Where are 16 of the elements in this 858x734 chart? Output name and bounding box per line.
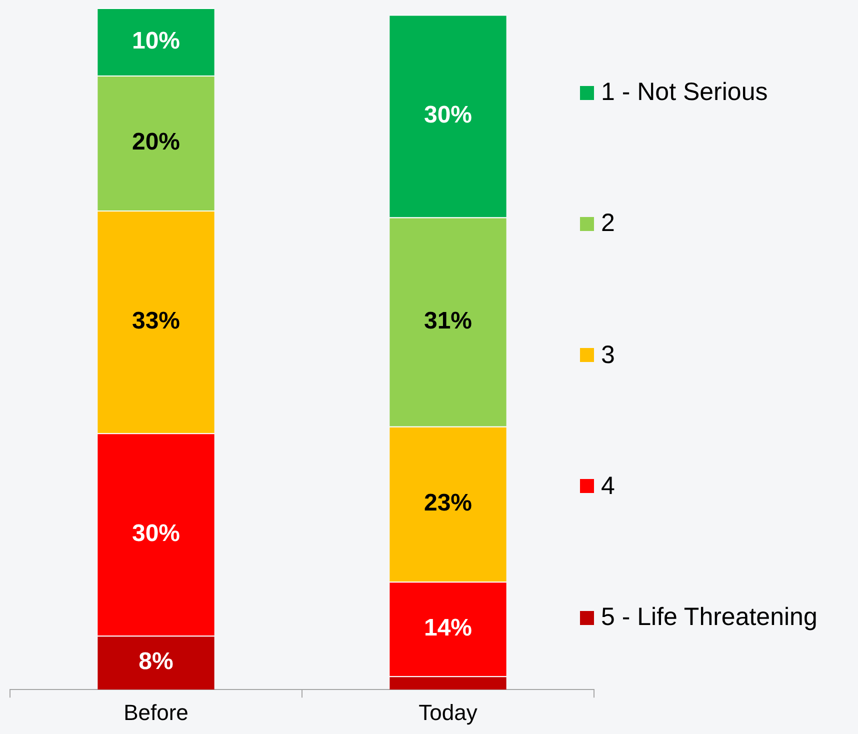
x-tick-label: Before xyxy=(124,700,188,725)
data-label: 33% xyxy=(132,307,180,334)
data-label: 30% xyxy=(132,520,180,548)
legend-label: 5 - Life Threatening xyxy=(601,603,818,632)
data-label: 10% xyxy=(132,27,180,54)
data-label: 30% xyxy=(424,102,472,129)
x-tick-label: Today xyxy=(418,700,478,725)
data-label: 23% xyxy=(424,490,472,517)
data-label: 31% xyxy=(424,307,472,334)
data-label: 20% xyxy=(132,128,180,156)
data-label: 14% xyxy=(424,614,472,642)
legend-label: 1 - Not Serious xyxy=(601,78,768,107)
data-label: 8% xyxy=(138,648,174,676)
legend-label: 2 xyxy=(601,209,615,238)
legend-label: 3 xyxy=(601,340,615,370)
legend-label: 4 xyxy=(601,472,615,501)
